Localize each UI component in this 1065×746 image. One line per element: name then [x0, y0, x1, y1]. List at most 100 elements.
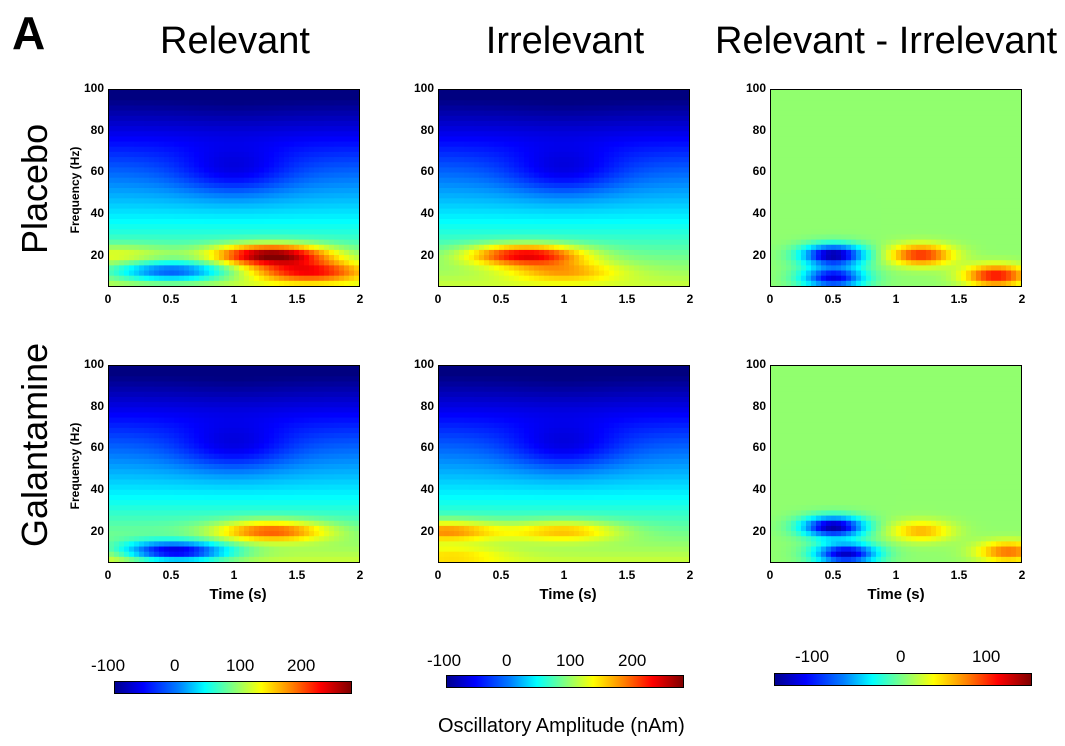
heatmap-cell: [791, 115, 797, 122]
heatmap-cell: [916, 280, 922, 286]
heatmap-cell: [344, 260, 350, 266]
heatmap-cell: [584, 95, 590, 101]
heatmap-cell: [304, 172, 310, 179]
heatmap-cell: [891, 188, 897, 194]
heatmap-cell: [664, 203, 670, 210]
heatmap-cell: [119, 208, 125, 215]
heatmap-cell: [474, 249, 480, 256]
heatmap-cell: [781, 177, 787, 184]
heatmap-cell: [449, 239, 455, 246]
heatmap-cell: [209, 151, 215, 158]
heatmap-cell: [906, 136, 912, 143]
heatmap-cell: [544, 157, 550, 163]
heatmap-cell: [816, 90, 822, 96]
heatmap-cell: [224, 131, 230, 138]
heatmap-cell: [299, 188, 305, 194]
heatmap-cell: [319, 270, 325, 277]
heatmap-cell: [896, 177, 902, 184]
heatmap-cell: [826, 239, 832, 246]
heatmap-cell: [159, 188, 165, 194]
heatmap-cell: [249, 244, 255, 251]
heatmap-cell: [219, 224, 225, 230]
heatmap-cell: [134, 249, 140, 256]
heatmap-cell: [644, 172, 650, 179]
heatmap-cell: [559, 234, 565, 241]
heatmap-cell: [539, 126, 545, 132]
heatmap-cell: [219, 255, 225, 261]
heatmap-cell: [269, 151, 275, 158]
heatmap-cell: [219, 157, 225, 163]
heatmap-cell: [549, 141, 555, 148]
heatmap-cell: [309, 120, 315, 127]
heatmap-cell: [786, 136, 792, 143]
heatmap-cell: [174, 182, 180, 189]
heatmap-cell: [564, 218, 570, 225]
heatmap-cell: [214, 100, 220, 107]
heatmap-cell: [309, 115, 315, 122]
heatmap-cell: [249, 234, 255, 241]
heatmap-cell: [329, 208, 335, 215]
heatmap-cell: [169, 275, 175, 282]
heatmap-cell: [654, 141, 660, 148]
heatmap-cell: [494, 105, 500, 112]
heatmap-cell: [866, 265, 872, 272]
heatmap-cell: [254, 275, 260, 282]
heatmap-cell: [649, 95, 655, 101]
heatmap-cell: [114, 115, 120, 122]
heatmap-cell: [264, 167, 270, 174]
heatmap-cell: [454, 203, 460, 210]
heatmap-cell: [204, 95, 210, 101]
heatmap-cell: [304, 234, 310, 241]
heatmap-cell: [259, 270, 265, 277]
heatmap-cell: [439, 188, 445, 194]
heatmap-cell: [564, 131, 570, 138]
heatmap-cell: [659, 141, 665, 148]
heatmap-cell: [594, 146, 600, 153]
heatmap-cell: [274, 157, 280, 163]
heatmap-cell: [851, 280, 857, 286]
heatmap-cell: [289, 95, 295, 101]
heatmap-cell: [659, 249, 665, 256]
heatmap-cell: [229, 229, 235, 236]
heatmap-cell: [474, 260, 480, 266]
heatmap-cell: [866, 203, 872, 210]
heatmap-cell: [329, 229, 335, 236]
heatmap-cell: [489, 126, 495, 132]
heatmap-cell: [489, 177, 495, 184]
heatmap-cell: [149, 177, 155, 184]
heatmap-cell: [224, 213, 230, 220]
heatmap-cell: [916, 188, 922, 194]
heatmap-cell: [594, 182, 600, 189]
heatmap-cell: [249, 193, 255, 199]
heatmap-cell: [254, 151, 260, 158]
heatmap-cell: [906, 151, 912, 158]
heatmap-cell: [174, 275, 180, 282]
heatmap-cell: [906, 120, 912, 127]
heatmap-cell: [259, 229, 265, 236]
heatmap-cell: [199, 203, 205, 210]
heatmap-cell: [169, 167, 175, 174]
heatmap-cell: [209, 260, 215, 266]
heatmap-cell: [249, 229, 255, 236]
heatmap-cell: [299, 95, 305, 101]
heatmap-cell: [599, 224, 605, 230]
heatmap-cell: [871, 167, 877, 174]
heatmap-cell: [489, 218, 495, 225]
heatmap-cell: [559, 141, 565, 148]
heatmap-cell: [916, 146, 922, 153]
heatmap-cell: [134, 177, 140, 184]
heatmap-cell: [489, 162, 495, 168]
heatmap-cell: [684, 198, 689, 205]
heatmap-cell: [881, 177, 887, 184]
heatmap-cell: [856, 162, 862, 168]
heatmap-cell: [866, 110, 872, 117]
heatmap-cell: [851, 157, 857, 163]
heatmap-cell: [134, 141, 140, 148]
heatmap-cell: [234, 177, 240, 184]
heatmap-cell: [114, 105, 120, 112]
heatmap-cell: [896, 249, 902, 256]
heatmap-cell: [534, 177, 540, 184]
heatmap-cell: [524, 280, 530, 286]
heatmap-cell: [776, 172, 782, 179]
heatmap-cell: [816, 182, 822, 189]
